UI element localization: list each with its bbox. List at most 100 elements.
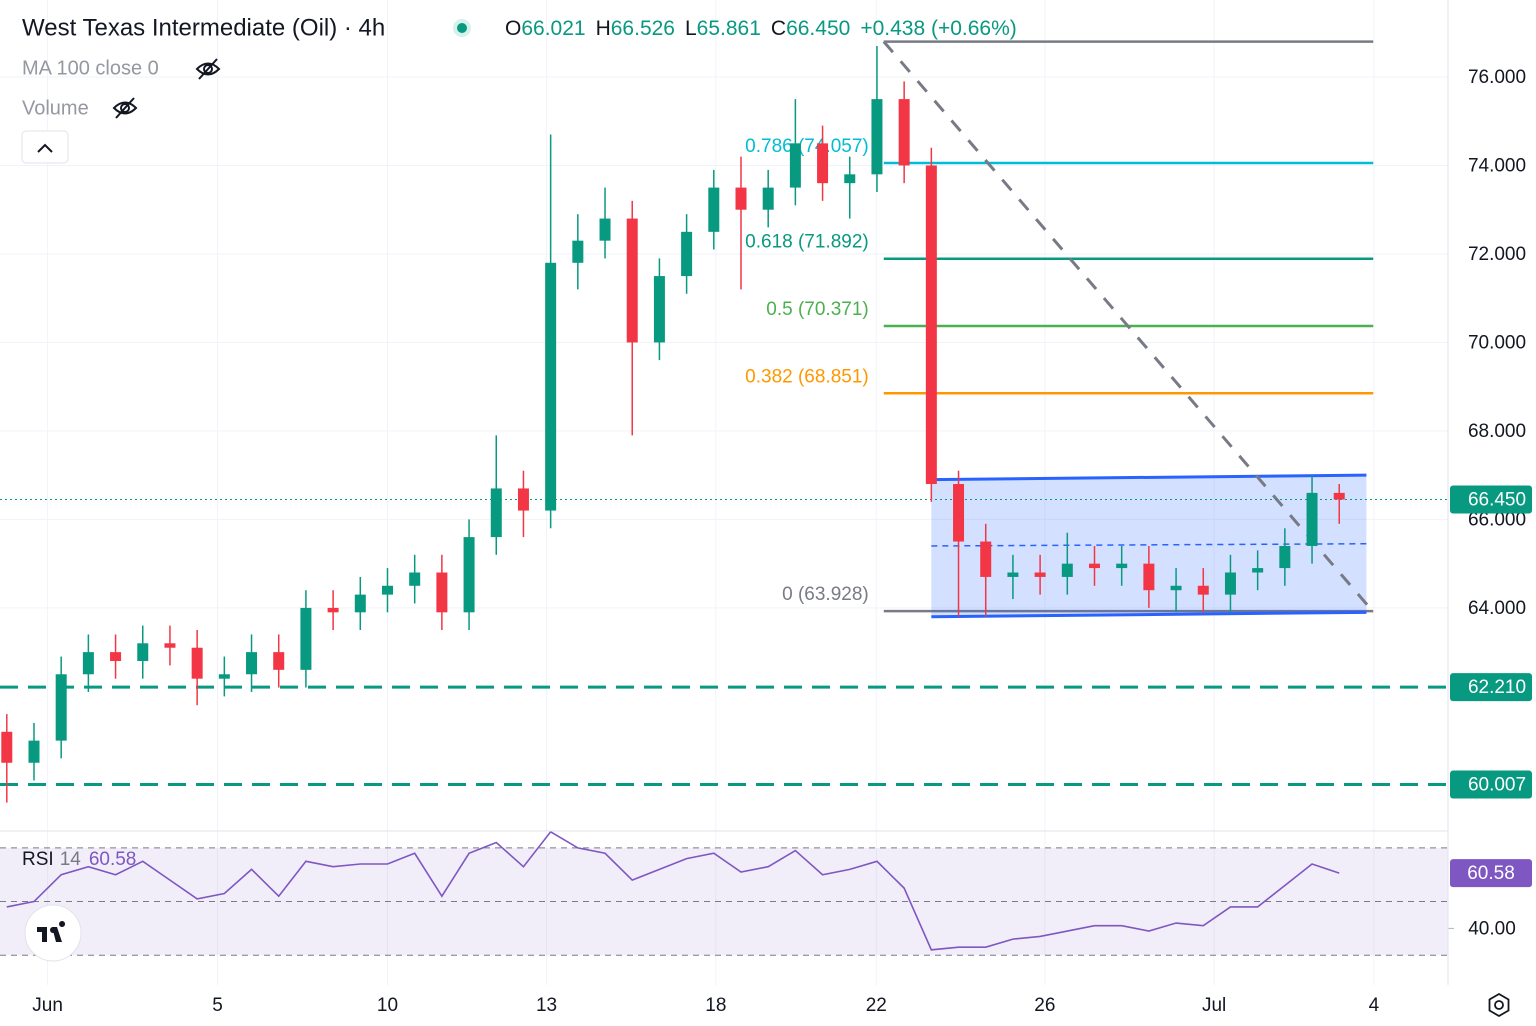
y-tick-label: 64.000: [1468, 598, 1526, 619]
x-tick-label: Jul: [1202, 995, 1226, 1016]
candle-body: [517, 488, 529, 511]
candle-body: [789, 143, 801, 188]
x-tick-label: 22: [866, 995, 887, 1016]
candle-body: [599, 218, 611, 241]
candle-body: [626, 218, 638, 343]
candle-body: [1306, 492, 1318, 546]
ohlc-value: 66.526: [611, 17, 675, 40]
price-tag-label: 66.450: [1468, 490, 1526, 511]
change: +0.438 (+0.66%): [860, 17, 1016, 40]
fib-label: 0.786 (74.057): [745, 136, 869, 157]
ohlc-key: O: [505, 17, 521, 40]
candle-body: [1224, 572, 1236, 595]
y-tick-label: 70.000: [1468, 332, 1526, 353]
candle-body: [1143, 563, 1155, 591]
tradingview-logo[interactable]: [24, 904, 82, 962]
rsi-line: [6, 830, 1340, 951]
price-tag: [1450, 770, 1532, 799]
rsi-period: 14: [60, 849, 82, 870]
candle-body: [463, 537, 475, 613]
x-tick-label: Jun: [32, 995, 63, 1016]
candle-body: [1088, 563, 1100, 569]
rsi-pane: RSI 14 60.58: [0, 830, 1454, 956]
candle-body: [762, 187, 774, 210]
x-tick-label: 10: [377, 995, 398, 1016]
x-tick-label: 18: [705, 995, 726, 1016]
candle-body: [1034, 572, 1046, 577]
ohlc-key: H: [596, 17, 611, 40]
candle-body: [1061, 563, 1073, 577]
candle-body: [1333, 492, 1345, 500]
indicator-ma: MA 100 close 0: [22, 57, 159, 79]
candle-body: [300, 607, 312, 670]
chart-title: West Texas Intermediate (Oil) · 4h: [22, 14, 385, 41]
price-tag-label: 60.007: [1468, 775, 1526, 796]
candle-body: [925, 165, 937, 485]
candle-body: [1116, 563, 1128, 569]
trendline: [882, 40, 1371, 609]
y-tick-label: 76.000: [1468, 67, 1526, 88]
candle-body: [273, 652, 285, 670]
candle-body: [28, 740, 40, 763]
candle-body: [490, 488, 502, 538]
candle-body: [55, 674, 67, 741]
candle-body: [1170, 585, 1182, 591]
y-tick-label: 68.000: [1468, 421, 1526, 442]
candle-body: [735, 187, 747, 210]
fib-label: 0 (63.928): [782, 584, 869, 605]
candle-body: [1279, 545, 1291, 569]
fib-label: 0.382 (68.851): [745, 366, 869, 387]
candle-body: [327, 607, 339, 613]
y-tick-label: 72.000: [1468, 244, 1526, 265]
candle-body: [1197, 585, 1209, 595]
settings-icon[interactable]: [1488, 992, 1510, 1018]
price-tag: [1450, 673, 1532, 702]
candle-body: [110, 652, 122, 661]
candle-body: [953, 484, 965, 542]
x-tick-label: 13: [536, 995, 557, 1016]
channel-upper: [931, 473, 1367, 482]
candle-body: [898, 99, 910, 166]
status-dot: [457, 23, 467, 33]
x-tick-label: 5: [212, 995, 223, 1016]
ohlc-values: O66.021 H66.526 L65.861 C66.450 +0.438 (+0.6…: [505, 17, 1017, 40]
candle-body: [844, 174, 856, 184]
candle-body: [164, 643, 176, 648]
x-tick-label: 4: [1369, 995, 1380, 1016]
legend-header: West Texas Intermediate (Oil) · 4h O66.0…: [21, 14, 1017, 164]
ohlc-value: 65.861: [697, 17, 761, 40]
candle-body: [1007, 572, 1019, 577]
candle-body: [1252, 568, 1264, 573]
price-tag: [1450, 485, 1532, 514]
rsi-tag-label: 60.58: [1467, 863, 1515, 884]
ohlc-key: C: [771, 17, 786, 40]
rsi-tag: [1450, 859, 1532, 888]
candle-body: [653, 276, 665, 343]
y-tick-label: 74.000: [1468, 155, 1526, 176]
ohlc-value: 66.450: [786, 17, 850, 40]
ohlc-key: L: [685, 17, 697, 40]
indicator-volume: Volume: [22, 97, 89, 119]
candle-body: [409, 572, 421, 586]
candles: [1, 46, 1345, 803]
candle-body: [436, 572, 448, 613]
axes: Jun 5 10 13 18 22 26 Jul 4 64.000 66.000 68.000 70.0…: [32, 67, 1532, 1016]
hidden-icon[interactable]: [112, 97, 138, 119]
candle-body: [137, 643, 149, 661]
candle-body: [218, 674, 230, 679]
candle-body: [191, 647, 203, 679]
rsi-current: 60.58: [89, 849, 137, 870]
candle-body: [572, 240, 584, 263]
rsi-name: RSI: [22, 849, 54, 870]
candle-body: [681, 231, 693, 277]
price-tag-label: 62.210: [1468, 677, 1526, 698]
rsi-band: [0, 847, 1448, 956]
hidden-icon[interactable]: [195, 58, 221, 80]
collapse-button[interactable]: [21, 130, 69, 164]
candle-body: [1, 731, 13, 763]
candle-body: [871, 99, 883, 175]
fib-label: 0.5 (70.371): [766, 299, 868, 320]
candle-body: [246, 652, 258, 675]
rsi-tick-label: 40.00: [1468, 918, 1516, 939]
